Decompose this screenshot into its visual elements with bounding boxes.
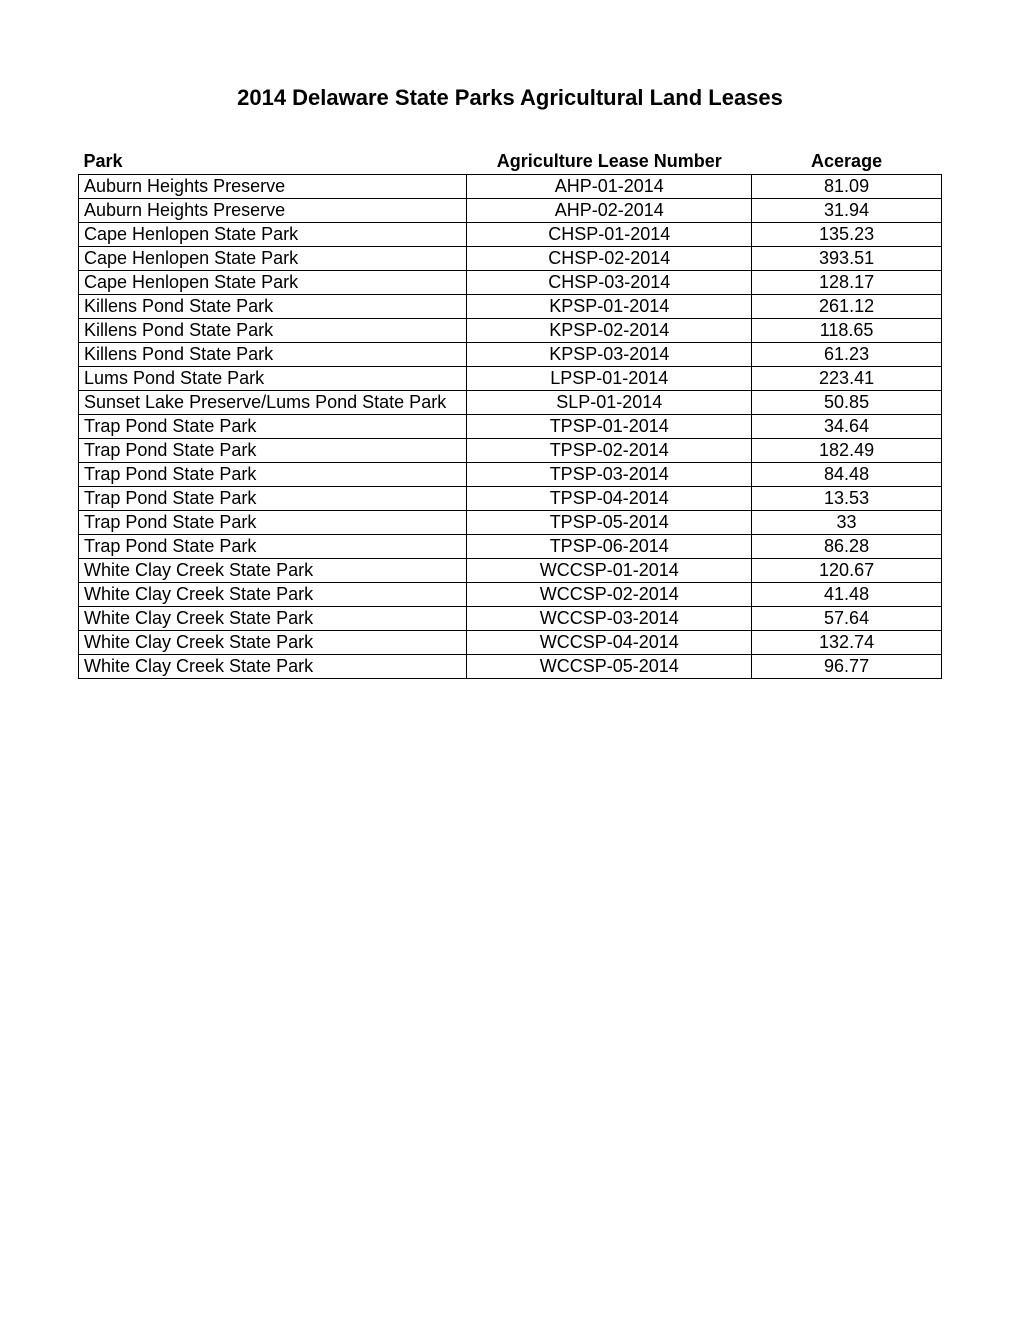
table-row: Trap Pond State ParkTPSP-03-201484.48 xyxy=(79,463,942,487)
table-row: Auburn Heights PreserveAHP-02-201431.94 xyxy=(79,199,942,223)
cell-park: Trap Pond State Park xyxy=(79,487,467,511)
cell-park: Auburn Heights Preserve xyxy=(79,199,467,223)
header-park: Park xyxy=(79,149,467,175)
cell-lease: WCCSP-02-2014 xyxy=(467,583,752,607)
header-acerage: Acerage xyxy=(752,149,942,175)
table-row: White Clay Creek State ParkWCCSP-01-2014… xyxy=(79,559,942,583)
cell-lease: TPSP-05-2014 xyxy=(467,511,752,535)
table-row: Cape Henlopen State ParkCHSP-01-2014135.… xyxy=(79,223,942,247)
cell-park: Trap Pond State Park xyxy=(79,415,467,439)
cell-acerage: 31.94 xyxy=(752,199,942,223)
cell-acerage: 61.23 xyxy=(752,343,942,367)
cell-acerage: 128.17 xyxy=(752,271,942,295)
cell-park: White Clay Creek State Park xyxy=(79,607,467,631)
table-row: Trap Pond State ParkTPSP-02-2014182.49 xyxy=(79,439,942,463)
table-header-row: Park Agriculture Lease Number Acerage xyxy=(79,149,942,175)
table-row: Killens Pond State ParkKPSP-03-201461.23 xyxy=(79,343,942,367)
leases-table: Park Agriculture Lease Number Acerage Au… xyxy=(78,149,942,679)
cell-park: Trap Pond State Park xyxy=(79,439,467,463)
cell-lease: CHSP-03-2014 xyxy=(467,271,752,295)
cell-acerage: 120.67 xyxy=(752,559,942,583)
table-row: Lums Pond State ParkLPSP-01-2014223.41 xyxy=(79,367,942,391)
cell-park: White Clay Creek State Park xyxy=(79,559,467,583)
cell-lease: SLP-01-2014 xyxy=(467,391,752,415)
cell-acerage: 13.53 xyxy=(752,487,942,511)
table-row: Trap Pond State ParkTPSP-01-201434.64 xyxy=(79,415,942,439)
table-body: Auburn Heights PreserveAHP-01-201481.09A… xyxy=(79,175,942,679)
cell-lease: WCCSP-04-2014 xyxy=(467,631,752,655)
cell-park: Sunset Lake Preserve/Lums Pond State Par… xyxy=(79,391,467,415)
cell-acerage: 223.41 xyxy=(752,367,942,391)
table-row: Auburn Heights PreserveAHP-01-201481.09 xyxy=(79,175,942,199)
cell-lease: AHP-01-2014 xyxy=(467,175,752,199)
cell-park: Cape Henlopen State Park xyxy=(79,223,467,247)
cell-lease: TPSP-06-2014 xyxy=(467,535,752,559)
cell-lease: WCCSP-05-2014 xyxy=(467,655,752,679)
table-row: White Clay Creek State ParkWCCSP-02-2014… xyxy=(79,583,942,607)
table-row: White Clay Creek State ParkWCCSP-04-2014… xyxy=(79,631,942,655)
cell-acerage: 393.51 xyxy=(752,247,942,271)
table-row: Cape Henlopen State ParkCHSP-03-2014128.… xyxy=(79,271,942,295)
table-row: White Clay Creek State ParkWCCSP-05-2014… xyxy=(79,655,942,679)
cell-park: Trap Pond State Park xyxy=(79,511,467,535)
cell-lease: TPSP-01-2014 xyxy=(467,415,752,439)
cell-acerage: 132.74 xyxy=(752,631,942,655)
cell-park: Trap Pond State Park xyxy=(79,535,467,559)
cell-park: Killens Pond State Park xyxy=(79,319,467,343)
table-row: Trap Pond State ParkTPSP-04-201413.53 xyxy=(79,487,942,511)
cell-acerage: 135.23 xyxy=(752,223,942,247)
cell-lease: CHSP-01-2014 xyxy=(467,223,752,247)
cell-acerage: 41.48 xyxy=(752,583,942,607)
cell-lease: TPSP-03-2014 xyxy=(467,463,752,487)
cell-lease: AHP-02-2014 xyxy=(467,199,752,223)
table-row: Killens Pond State ParkKPSP-02-2014118.6… xyxy=(79,319,942,343)
cell-lease: WCCSP-01-2014 xyxy=(467,559,752,583)
table-row: Cape Henlopen State ParkCHSP-02-2014393.… xyxy=(79,247,942,271)
table-row: Trap Pond State ParkTPSP-06-201486.28 xyxy=(79,535,942,559)
cell-acerage: 81.09 xyxy=(752,175,942,199)
cell-lease: TPSP-04-2014 xyxy=(467,487,752,511)
cell-park: Killens Pond State Park xyxy=(79,295,467,319)
cell-acerage: 33 xyxy=(752,511,942,535)
table-row: Killens Pond State ParkKPSP-01-2014261.1… xyxy=(79,295,942,319)
cell-park: Cape Henlopen State Park xyxy=(79,247,467,271)
cell-acerage: 34.64 xyxy=(752,415,942,439)
cell-lease: TPSP-02-2014 xyxy=(467,439,752,463)
cell-acerage: 84.48 xyxy=(752,463,942,487)
cell-lease: KPSP-03-2014 xyxy=(467,343,752,367)
cell-park: Trap Pond State Park xyxy=(79,463,467,487)
cell-acerage: 86.28 xyxy=(752,535,942,559)
header-lease: Agriculture Lease Number xyxy=(467,149,752,175)
cell-park: Cape Henlopen State Park xyxy=(79,271,467,295)
table-row: Sunset Lake Preserve/Lums Pond State Par… xyxy=(79,391,942,415)
table-row: Trap Pond State ParkTPSP-05-201433 xyxy=(79,511,942,535)
cell-acerage: 118.65 xyxy=(752,319,942,343)
cell-lease: KPSP-02-2014 xyxy=(467,319,752,343)
cell-park: Auburn Heights Preserve xyxy=(79,175,467,199)
cell-park: Lums Pond State Park xyxy=(79,367,467,391)
table-row: White Clay Creek State ParkWCCSP-03-2014… xyxy=(79,607,942,631)
cell-acerage: 261.12 xyxy=(752,295,942,319)
cell-acerage: 50.85 xyxy=(752,391,942,415)
cell-acerage: 96.77 xyxy=(752,655,942,679)
cell-park: Killens Pond State Park xyxy=(79,343,467,367)
cell-lease: LPSP-01-2014 xyxy=(467,367,752,391)
cell-acerage: 182.49 xyxy=(752,439,942,463)
cell-lease: CHSP-02-2014 xyxy=(467,247,752,271)
page-title: 2014 Delaware State Parks Agricultural L… xyxy=(78,85,942,111)
cell-park: White Clay Creek State Park xyxy=(79,631,467,655)
cell-park: White Clay Creek State Park xyxy=(79,655,467,679)
cell-lease: WCCSP-03-2014 xyxy=(467,607,752,631)
cell-park: White Clay Creek State Park xyxy=(79,583,467,607)
cell-acerage: 57.64 xyxy=(752,607,942,631)
cell-lease: KPSP-01-2014 xyxy=(467,295,752,319)
